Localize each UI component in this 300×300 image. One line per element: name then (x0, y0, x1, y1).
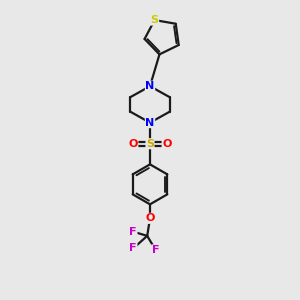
Text: N: N (146, 81, 154, 91)
Text: F: F (152, 245, 159, 255)
Text: S: S (151, 15, 159, 25)
Text: O: O (162, 139, 172, 149)
Text: N: N (146, 118, 154, 128)
Text: O: O (145, 213, 155, 224)
Text: S: S (146, 139, 154, 149)
Text: F: F (129, 227, 137, 237)
Text: O: O (128, 139, 138, 149)
Text: F: F (129, 244, 137, 254)
